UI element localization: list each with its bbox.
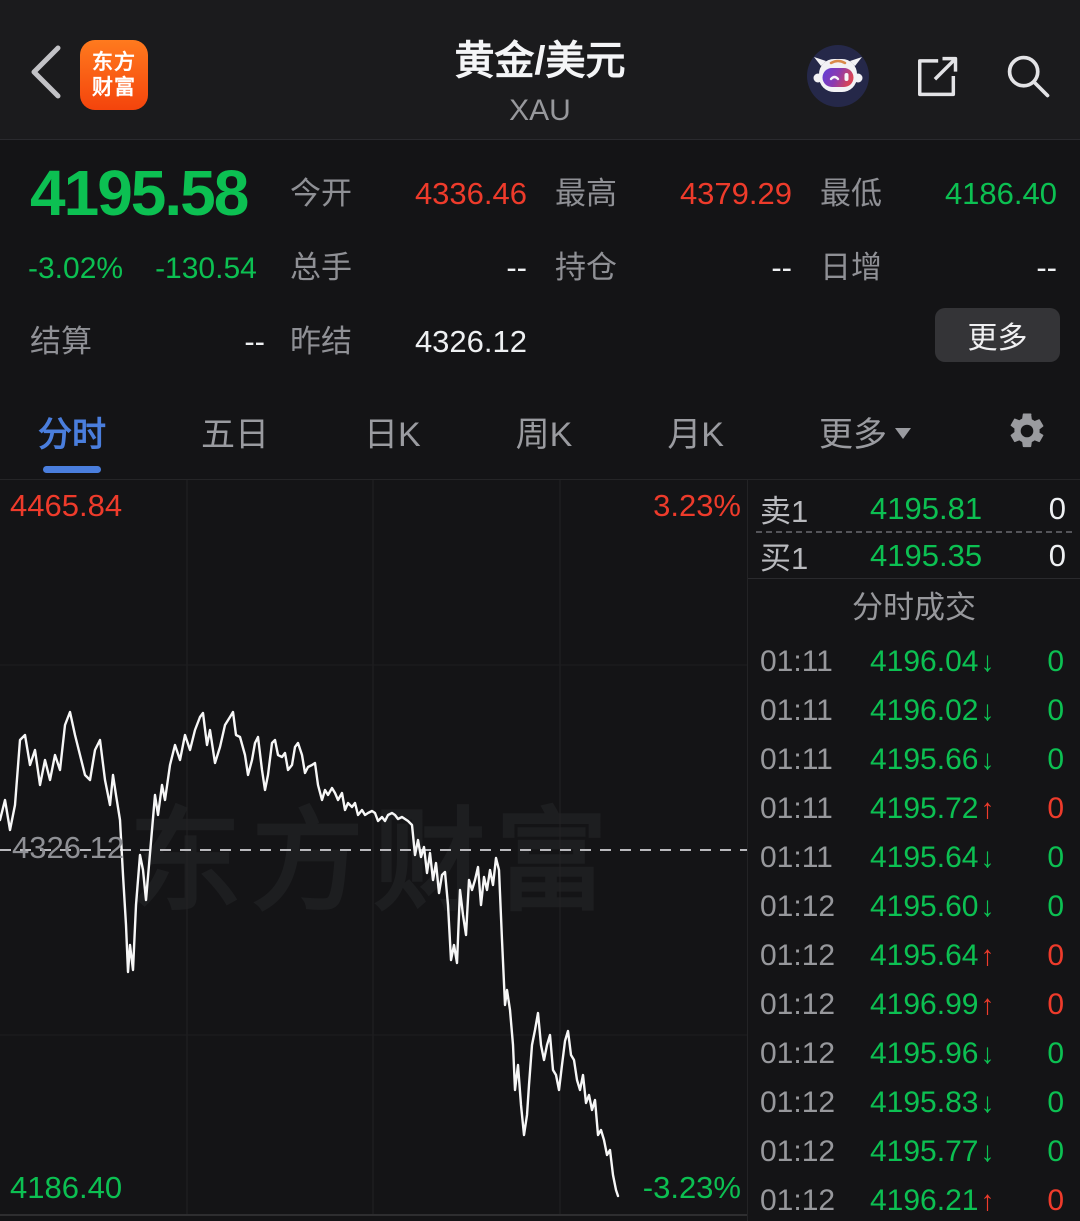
trade-row[interactable]: 01:12 4196.21 ↑ 0 [760,1183,1064,1217]
tab-daily-k[interactable]: 日K [363,415,421,454]
chevron-down-icon [894,427,911,439]
trade-row[interactable]: 01:11 4196.02 ↓ 0 [760,693,1064,727]
quote-panel: 4195.58 -3.02% -130.54 今开 4336.46 最高 437… [0,140,1080,383]
trade-row[interactable]: 01:12 4195.60 ↓ 0 [760,889,1064,923]
tab-monthly-k[interactable]: 月K [667,415,724,454]
trade-row[interactable]: 01:12 4195.77 ↓ 0 [760,1134,1064,1168]
field-prev-settlement: 昨结 4326.12 [290,324,527,359]
more-button[interactable]: 更多 [935,308,1060,362]
trade-row[interactable]: 01:12 4195.96 ↓ 0 [760,1036,1064,1070]
ai-robot-icon[interactable] [806,44,870,108]
field-daily-increase: 日增 -- [820,250,1057,285]
logo-text-1: 东方 [92,50,136,74]
field-volume: 总手 -- [290,250,527,285]
watermark: 东方财富 [129,799,618,924]
trade-row[interactable]: 01:11 4196.04 ↓ 0 [760,644,1064,678]
intraday-chart[interactable]: 东方财富 4465.84 3.23% 4326.12 4186.40 -3.23… [0,480,747,1221]
price-polyline [0,710,620,1198]
trade-row[interactable]: 01:11 4195.64 ↓ 0 [760,840,1064,874]
trade-panel: 卖1 4195.81 0 买1 4195.35 0 分时成交 01:11 4196… [747,480,1080,1221]
trade-row[interactable]: 01:12 4196.99 ↑ 0 [760,987,1064,1021]
logo-text-2: 财富 [92,76,136,99]
tab-weekly-k[interactable]: 周K [515,415,573,454]
settings-gear-icon[interactable] [1006,410,1048,452]
tab-more[interactable]: 更多 [819,407,911,456]
trade-row[interactable]: 01:12 4195.64 ↑ 0 [760,938,1064,972]
axis-high-percent: 3.23% [653,488,741,523]
change-value: -130.54 [155,252,257,285]
trade-row[interactable]: 01:12 4195.83 ↓ 0 [760,1085,1064,1119]
axis-low-percent: -3.23% [642,1170,741,1205]
header: 东方 财富 黄金/美元 XAU [0,0,1080,140]
search-icon[interactable] [1002,50,1054,102]
last-price: 4195.58 [30,157,249,229]
axis-low-price: 4186.40 [10,1170,123,1205]
ask-row[interactable]: 卖1 4195.81 0 [760,490,1066,530]
axis-high-price: 4465.84 [10,488,123,523]
chart-tabbar: 分时 五日 日K 周K 月K 更多 [0,383,1080,480]
trade-row[interactable]: 01:11 4195.66 ↓ 0 [760,742,1064,776]
field-open: 今开 4336.46 [290,176,527,211]
share-icon[interactable] [910,50,962,102]
orderbook-divider [756,531,1072,533]
price-change: -3.02% -130.54 [28,252,257,286]
tab-intraday[interactable]: 分时 [38,407,106,456]
back-icon[interactable] [26,42,66,102]
change-percent: -3.02% [28,252,124,285]
eastmoney-logo[interactable]: 东方 财富 [80,40,148,110]
bid-row[interactable]: 买1 4195.35 0 [760,537,1066,577]
field-settlement: 结算 -- [30,324,265,359]
price-line-plot [0,480,747,1216]
trades-title: 分时成交 [852,590,976,625]
axis-prev-close: 4326.12 [12,830,125,865]
field-low: 最低 4186.40 [820,176,1057,211]
field-high: 最高 4379.29 [555,176,792,211]
field-open-interest: 持仓 -- [555,250,792,285]
panel-divider [748,578,1080,579]
trade-row[interactable]: 01:11 4195.72 ↑ 0 [760,791,1064,825]
tab-5day[interactable]: 五日 [200,415,269,454]
